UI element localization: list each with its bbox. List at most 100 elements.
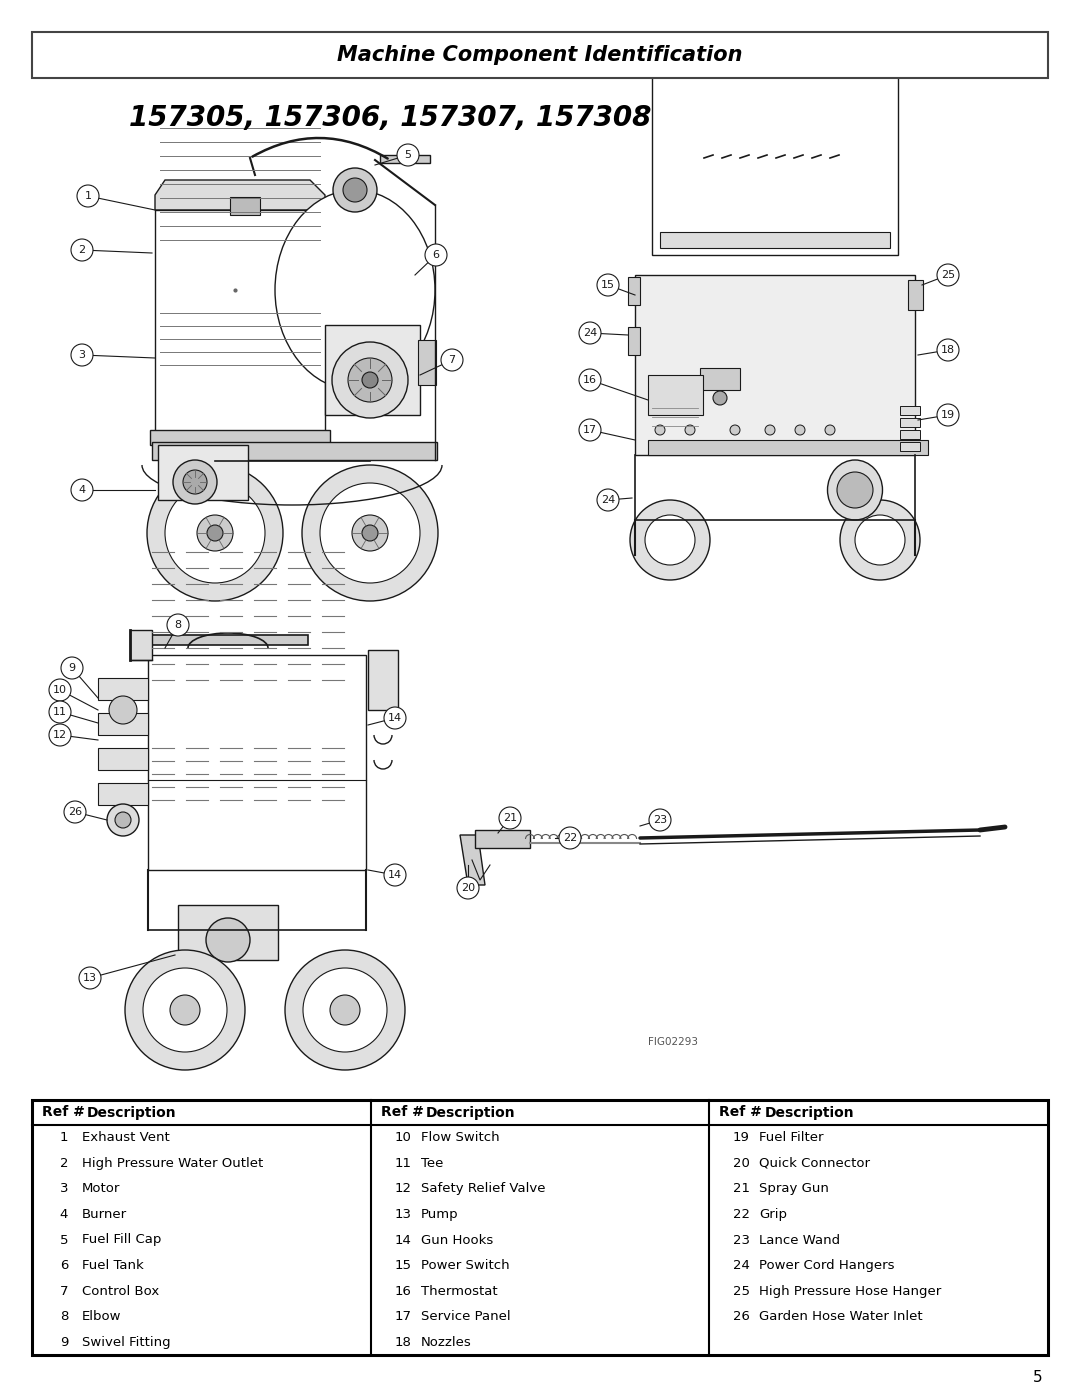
- Text: 22: 22: [563, 833, 577, 842]
- Circle shape: [937, 404, 959, 426]
- Text: 20: 20: [733, 1157, 750, 1169]
- Circle shape: [730, 425, 740, 434]
- Circle shape: [426, 244, 447, 265]
- Text: 8: 8: [59, 1310, 68, 1323]
- Bar: [627, 277, 640, 305]
- Bar: [648, 374, 703, 415]
- Text: 7: 7: [59, 1285, 68, 1298]
- Text: Flow Switch: Flow Switch: [421, 1132, 499, 1144]
- Text: Ref #: Ref #: [42, 1105, 85, 1119]
- Bar: [32, 1099, 1048, 1355]
- Text: Nozzles: Nozzles: [421, 1336, 471, 1348]
- Circle shape: [303, 968, 387, 1052]
- Text: 19: 19: [941, 409, 955, 420]
- Circle shape: [654, 425, 665, 434]
- Text: 5: 5: [59, 1234, 68, 1246]
- Bar: [648, 440, 928, 455]
- Bar: [368, 650, 399, 710]
- Circle shape: [302, 465, 438, 601]
- Text: 15: 15: [394, 1259, 411, 1273]
- Text: Burner: Burner: [82, 1208, 127, 1221]
- Bar: [900, 407, 920, 415]
- Text: 13: 13: [83, 972, 97, 983]
- Text: Grip: Grip: [759, 1208, 787, 1221]
- Circle shape: [362, 525, 378, 541]
- Bar: [98, 678, 148, 700]
- Circle shape: [147, 465, 283, 601]
- Circle shape: [825, 425, 835, 434]
- Text: 12: 12: [53, 731, 67, 740]
- Circle shape: [167, 615, 189, 636]
- Text: Fuel Fill Cap: Fuel Fill Cap: [82, 1234, 161, 1246]
- Circle shape: [855, 515, 905, 564]
- Text: High Pressure Water Outlet: High Pressure Water Outlet: [82, 1157, 264, 1169]
- Circle shape: [649, 809, 671, 831]
- Circle shape: [384, 863, 406, 886]
- Text: 4: 4: [79, 485, 85, 495]
- Text: 19: 19: [733, 1132, 750, 1144]
- Ellipse shape: [275, 190, 435, 390]
- Circle shape: [348, 358, 392, 402]
- Circle shape: [79, 967, 102, 989]
- Text: High Pressure Hose Hanger: High Pressure Hose Hanger: [759, 1285, 942, 1298]
- Circle shape: [630, 500, 710, 580]
- Text: 24: 24: [600, 495, 616, 504]
- Circle shape: [597, 489, 619, 511]
- Circle shape: [77, 184, 99, 207]
- Bar: [158, 446, 248, 500]
- Text: 26: 26: [68, 807, 82, 817]
- Text: 21: 21: [503, 813, 517, 823]
- Text: 26: 26: [733, 1310, 750, 1323]
- Ellipse shape: [827, 460, 882, 520]
- Text: Swivel Fitting: Swivel Fitting: [82, 1336, 171, 1348]
- Circle shape: [125, 950, 245, 1070]
- Text: 22: 22: [733, 1208, 750, 1221]
- Circle shape: [60, 657, 83, 679]
- Circle shape: [71, 239, 93, 261]
- Bar: [900, 441, 920, 451]
- Text: 157305, 157306, 157307, 157308: 157305, 157306, 157307, 157308: [129, 103, 651, 131]
- Polygon shape: [460, 835, 485, 886]
- Text: Fuel Tank: Fuel Tank: [82, 1259, 144, 1273]
- Circle shape: [685, 425, 696, 434]
- Text: Spray Gun: Spray Gun: [759, 1182, 829, 1196]
- Bar: [660, 232, 890, 249]
- Text: 6: 6: [59, 1259, 68, 1273]
- Text: Gun Hooks: Gun Hooks: [421, 1234, 492, 1246]
- Bar: [635, 275, 915, 455]
- Text: Quick Connector: Quick Connector: [759, 1157, 870, 1169]
- Circle shape: [197, 515, 233, 550]
- Circle shape: [285, 950, 405, 1070]
- Bar: [325, 326, 420, 415]
- Circle shape: [207, 525, 222, 541]
- Circle shape: [49, 724, 71, 746]
- Text: Pump: Pump: [421, 1208, 458, 1221]
- Text: 13: 13: [394, 1208, 411, 1221]
- Text: Ref #: Ref #: [380, 1105, 423, 1119]
- Bar: [130, 630, 152, 659]
- Bar: [152, 441, 437, 460]
- Circle shape: [397, 144, 419, 166]
- Text: 1: 1: [84, 191, 92, 201]
- Circle shape: [206, 918, 249, 963]
- Text: FIG02293: FIG02293: [648, 1037, 698, 1046]
- Text: 2: 2: [59, 1157, 68, 1169]
- Text: Garden Hose Water Inlet: Garden Hose Water Inlet: [759, 1310, 923, 1323]
- Text: Power Cord Hangers: Power Cord Hangers: [759, 1259, 895, 1273]
- Text: 5: 5: [1032, 1370, 1042, 1386]
- Text: 10: 10: [53, 685, 67, 694]
- Text: 14: 14: [388, 870, 402, 880]
- Bar: [148, 655, 366, 870]
- Text: 18: 18: [941, 345, 955, 355]
- Circle shape: [837, 472, 873, 509]
- Circle shape: [71, 479, 93, 502]
- Text: 20: 20: [461, 883, 475, 893]
- Bar: [652, 75, 897, 256]
- Text: 8: 8: [175, 620, 181, 630]
- Circle shape: [937, 339, 959, 360]
- Circle shape: [332, 342, 408, 418]
- Circle shape: [165, 483, 265, 583]
- Circle shape: [362, 372, 378, 388]
- Text: Machine Component Identification: Machine Component Identification: [337, 45, 743, 66]
- Bar: [150, 430, 330, 446]
